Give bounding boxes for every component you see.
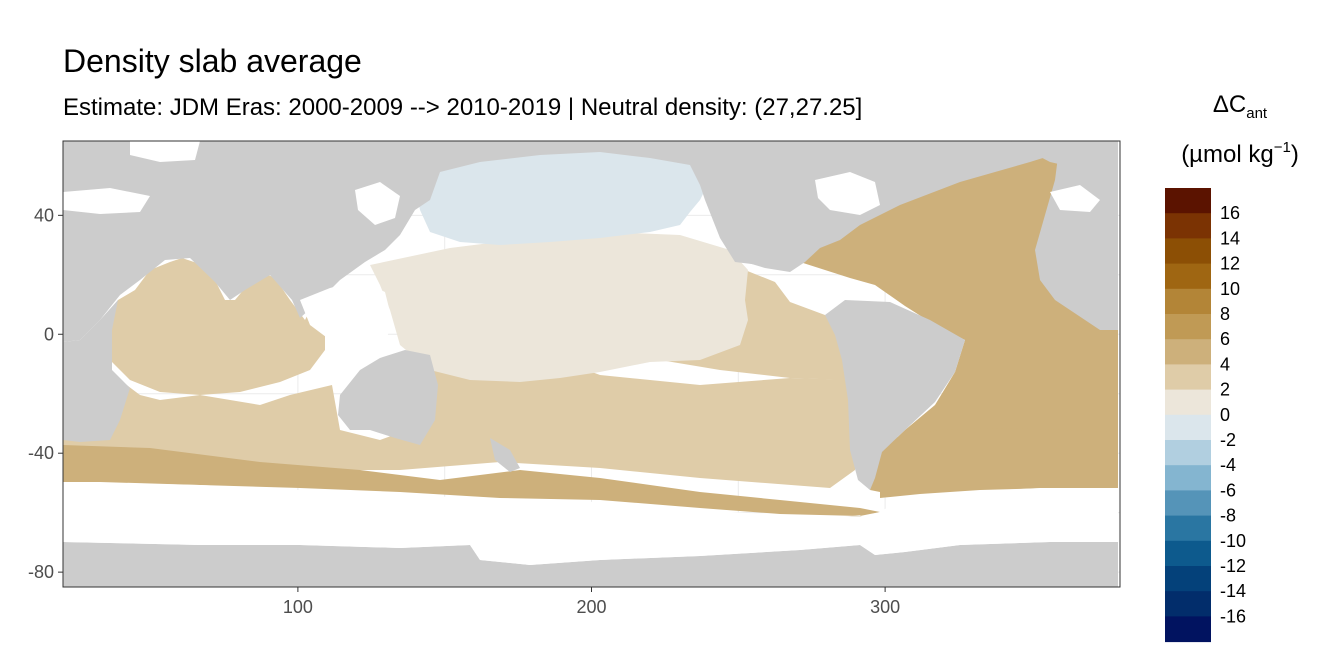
legend-swatch xyxy=(1165,288,1211,315)
legend-swatch xyxy=(1165,540,1211,567)
land-west-africa xyxy=(1035,141,1118,330)
region-north-indian xyxy=(100,258,325,395)
legend-title-symbol: ΔCant xyxy=(1213,91,1268,122)
legend-swatch xyxy=(1165,364,1211,391)
legend-swatch xyxy=(1165,465,1211,491)
legend-swatch xyxy=(1165,213,1211,239)
legend-swatch xyxy=(1165,238,1211,265)
no-data-antarctic-belt xyxy=(63,482,1118,565)
legend-label: -6 xyxy=(1220,480,1236,500)
legend-title-unit: (µmol kg−1) xyxy=(1181,139,1299,168)
legend-swatch xyxy=(1165,490,1211,517)
legend-labels: 16 14 12 10 8 6 4 2 0 -2 -4 -6 -8 -10 -12 -14 -16 xyxy=(1220,203,1246,626)
legend-colorbar xyxy=(1165,188,1211,643)
region-pacific-equatorial xyxy=(370,232,748,382)
legend-swatch xyxy=(1165,566,1211,592)
plot-panel xyxy=(63,141,1120,587)
x-tick-label: 300 xyxy=(870,597,900,617)
y-tick-label: 0 xyxy=(44,324,54,344)
legend-label: 6 xyxy=(1220,329,1230,349)
land-australia xyxy=(338,350,438,445)
land-eurasia xyxy=(63,141,905,342)
legend-label: -4 xyxy=(1220,455,1236,475)
land-south-america xyxy=(825,300,965,490)
legend-label: 14 xyxy=(1220,228,1240,248)
legend-swatch xyxy=(1165,339,1211,365)
legend-label: -14 xyxy=(1220,581,1246,601)
legend-swatch xyxy=(1165,440,1211,466)
land-new-zealand xyxy=(490,438,520,472)
no-data-hudson xyxy=(815,172,880,215)
legend-swatch xyxy=(1165,414,1211,441)
legend-label: 12 xyxy=(1220,254,1240,274)
no-data-mediterranean xyxy=(63,188,150,214)
no-data-arctic-2 xyxy=(355,182,400,225)
x-tick-label: 100 xyxy=(283,597,313,617)
legend-swatch xyxy=(1165,263,1211,290)
chart-title: Density slab average xyxy=(63,43,362,79)
land-mask xyxy=(63,141,1118,587)
legend-label: 8 xyxy=(1220,304,1230,324)
y-tick-label: -80 xyxy=(28,562,54,582)
legend-swatch xyxy=(1165,616,1211,643)
region-atlantic xyxy=(790,142,1118,492)
legend-label: -10 xyxy=(1220,531,1246,551)
legend-label: 2 xyxy=(1220,380,1230,400)
legend-swatch xyxy=(1165,389,1211,416)
no-data-caspian xyxy=(1050,185,1100,212)
legend-label: 0 xyxy=(1220,405,1230,425)
legend-label: -2 xyxy=(1220,430,1236,450)
legend-swatch xyxy=(1165,314,1211,340)
legend-label: -8 xyxy=(1220,506,1236,526)
legend-swatch xyxy=(1165,515,1211,542)
legend-label: 10 xyxy=(1220,279,1240,299)
land-africa xyxy=(63,300,130,442)
region-southern-ocean-pacific xyxy=(63,445,880,516)
y-tick-label: 40 xyxy=(34,205,54,225)
legend: ΔCant (µmol kg−1) 16 14 12 10 8 6 4 2 0 -2 -4 -6 -8 -… xyxy=(1165,91,1299,643)
no-data-indonesia xyxy=(300,280,392,348)
y-tick-label: -40 xyxy=(28,443,54,463)
legend-label: 16 xyxy=(1220,203,1240,223)
chart-subtitle: Estimate: JDM Eras: 2000-2009 --> 2010-2… xyxy=(63,94,863,121)
legend-label: 4 xyxy=(1220,354,1230,374)
legend-label: -16 xyxy=(1220,606,1246,626)
x-tick-label: 200 xyxy=(576,597,606,617)
region-southern-ocean-atlantic xyxy=(880,428,1118,498)
legend-swatch xyxy=(1165,188,1211,214)
region-south-pacific-indian xyxy=(63,340,860,488)
land-north-america xyxy=(700,141,1118,272)
legend-label: -12 xyxy=(1220,556,1246,576)
no-data-patches xyxy=(63,141,1118,565)
no-data-arctic-1 xyxy=(130,141,200,162)
legend-swatch xyxy=(1165,591,1211,617)
region-north-pacific xyxy=(415,148,710,245)
land-antarctica xyxy=(63,542,1118,587)
